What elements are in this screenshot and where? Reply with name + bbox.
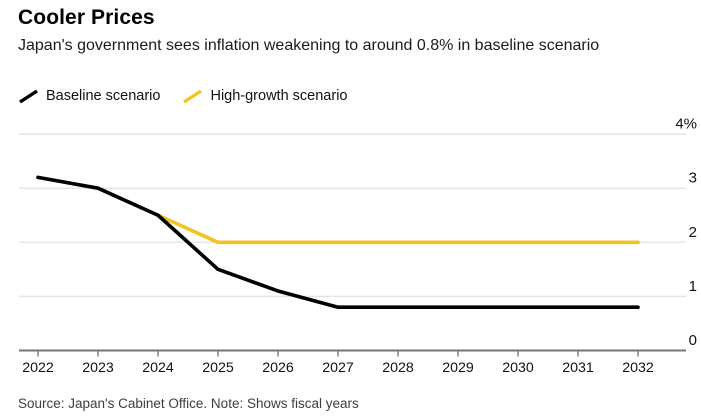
x-tick-label: 2032 xyxy=(622,360,654,376)
series-line-baseline-scenario xyxy=(36,175,640,310)
legend-item-baseline: Baseline scenario xyxy=(18,88,160,104)
x-tick-label: 2030 xyxy=(502,360,534,376)
chart-subtitle: Japan's government sees inflation weaken… xyxy=(18,37,600,54)
y-tick-label: 2 xyxy=(689,224,697,241)
x-tick-label: 2025 xyxy=(202,360,234,376)
x-tick-label: 2028 xyxy=(382,360,414,376)
series-line-high-growth-scenario xyxy=(156,213,640,245)
baseline-line-swatch-icon xyxy=(19,89,38,103)
x-tick-label: 2024 xyxy=(142,360,174,376)
source-note: Source: Japan's Cabinet Office. Note: Sh… xyxy=(18,396,359,411)
x-tick-label: 2022 xyxy=(22,360,54,376)
x-tick-label: 2031 xyxy=(562,360,594,376)
y-tick-label: 1 xyxy=(689,278,697,295)
x-tick-label: 2027 xyxy=(322,360,354,376)
x-tick-label: 2026 xyxy=(262,360,294,376)
y-tick-label: 0 xyxy=(689,332,697,349)
legend-label-baseline: Baseline scenario xyxy=(46,88,161,104)
x-tick-label: 2029 xyxy=(442,360,474,376)
legend-label-high-growth: High-growth scenario xyxy=(210,88,348,104)
legend: Baseline scenario High-growth scenario xyxy=(18,88,347,104)
high-growth-line-swatch-icon xyxy=(183,89,203,103)
y-tick-label: 3 xyxy=(689,170,697,187)
x-tick-label: 2023 xyxy=(82,360,114,376)
chart-title: Cooler Prices xyxy=(18,6,155,29)
y-tick-label: 4% xyxy=(675,116,697,133)
legend-item-high-growth: High-growth scenario xyxy=(182,88,347,104)
